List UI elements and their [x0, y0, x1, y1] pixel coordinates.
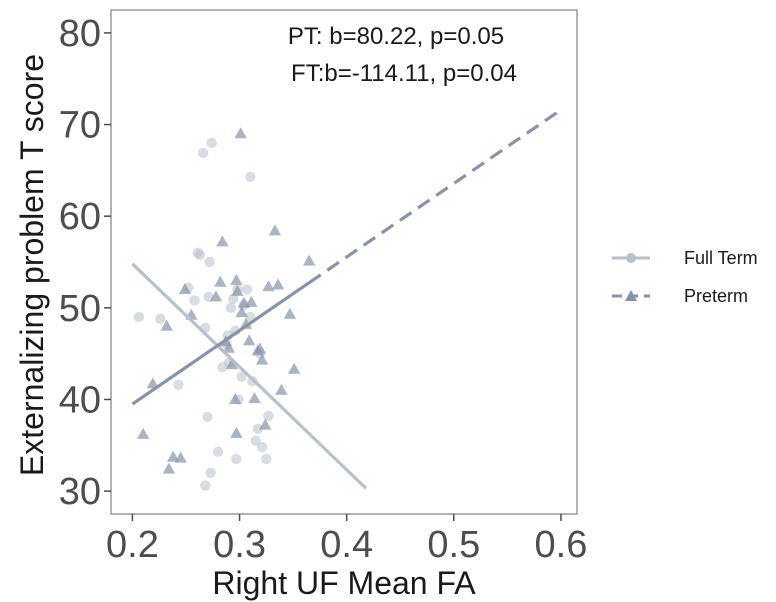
fit-lines-layer	[131, 108, 562, 490]
preterm-point-23	[248, 392, 261, 404]
preterm-point-8	[209, 290, 223, 302]
annotation-preterm: PT: b=80.22, p=0.05	[288, 23, 504, 50]
full-term-point-20	[227, 293, 239, 304]
full-term-point-7	[197, 147, 209, 159]
full-term-fit-line	[131, 262, 368, 490]
full-term-point-14	[200, 480, 211, 491]
preterm-point-33	[288, 362, 301, 374]
preterm-point-30	[271, 278, 285, 290]
preterm-point-26	[255, 353, 269, 365]
preterm-point-10	[216, 235, 229, 247]
full-term-point-1	[155, 313, 166, 325]
x-tick-label-4: 0.6	[535, 524, 588, 566]
preterm-point-2	[160, 319, 173, 331]
annotation-full-term: FT:b=-114.11, p=0.04	[291, 60, 517, 87]
full-term-point-13	[206, 137, 217, 149]
preterm-point-4	[166, 450, 180, 462]
preterm-fit-line-solid	[131, 281, 311, 406]
legend-key-preterm-marker	[625, 290, 637, 301]
preterm-point-9	[214, 275, 227, 287]
preterm-point-31	[275, 383, 288, 395]
preterm-point-20	[239, 317, 253, 329]
full-term-point-30	[252, 423, 263, 434]
preterm-point-5	[174, 451, 187, 463]
preterm-point-32	[283, 307, 297, 319]
x-tick-label-0: 0.2	[106, 524, 159, 566]
preterm-point-15	[230, 273, 243, 285]
full-term-point-11	[204, 256, 215, 268]
x-tick-label-2: 0.4	[320, 524, 373, 566]
preterm-point-14	[229, 392, 242, 405]
full-term-point-4	[189, 295, 200, 306]
preterm-point-17	[234, 127, 247, 139]
y-tick-label-0: 30	[59, 471, 101, 513]
full-term-point-12	[205, 467, 216, 478]
full-term-point-0	[133, 311, 145, 323]
preterm-point-35	[230, 426, 243, 438]
y-tick-label-1: 40	[59, 379, 101, 421]
y-tick-label-2: 50	[59, 288, 101, 330]
full-term-point-27	[245, 171, 256, 182]
axes-layer: 0.2 0.3 0.4 0.5 0.6 30 40 50 60 70 80	[59, 13, 588, 566]
preterm-point-18	[235, 305, 248, 317]
legend-key-full-term-marker	[626, 253, 636, 263]
full-term-point-19	[225, 302, 237, 314]
preterm-point-22	[245, 295, 258, 307]
legend-label-preterm: Preterm	[684, 286, 748, 306]
preterm-point-13	[225, 358, 239, 370]
x-tick-label-1: 0.3	[213, 524, 266, 566]
legend-label-full-term: Full Term	[684, 248, 758, 268]
y-axis-title: Externalizing problem T score	[14, 54, 50, 476]
preterm-point-6	[178, 282, 192, 295]
preterm-point-28	[262, 280, 275, 292]
full-term-point-2	[173, 379, 184, 390]
preterm-point-27	[259, 418, 272, 430]
preterm-point-16	[231, 284, 244, 296]
x-tick-label-3: 0.5	[427, 524, 480, 566]
y-tick-label-3: 60	[59, 196, 101, 238]
full-term-point-15	[212, 446, 224, 457]
preterm-point-12	[222, 341, 236, 353]
preterm-point-34	[303, 254, 316, 266]
preterm-fit-line-dashed	[308, 108, 562, 285]
full-term-point-29	[250, 435, 261, 446]
points-layer	[133, 127, 316, 491]
full-term-point-22	[231, 453, 242, 465]
plot-panel	[110, 9, 578, 515]
full-term-point-34	[263, 410, 274, 422]
full-term-point-33	[261, 453, 272, 465]
preterm-point-25	[253, 342, 267, 354]
full-term-point-6	[194, 249, 206, 260]
full-term-point-32	[256, 441, 268, 453]
y-tick-label-4: 70	[59, 105, 101, 147]
preterm-point-1	[146, 377, 159, 389]
x-axis-title: Right UF Mean FA	[212, 565, 476, 601]
full-term-point-24	[236, 371, 247, 382]
preterm-point-29	[268, 224, 282, 236]
preterm-point-3	[162, 462, 176, 474]
legend: Full Term Preterm	[612, 248, 758, 306]
preterm-point-0	[136, 427, 150, 439]
full-term-point-26	[241, 284, 253, 295]
preterm-point-21	[243, 334, 256, 346]
full-term-point-10	[202, 411, 213, 423]
y-tick-label-5: 80	[59, 13, 101, 55]
